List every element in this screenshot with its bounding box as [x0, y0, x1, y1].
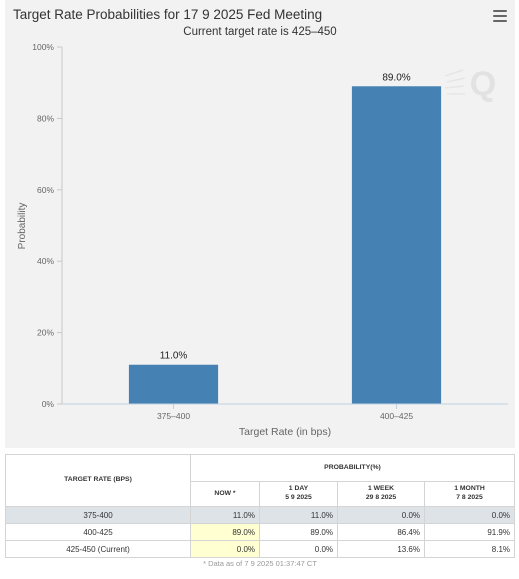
column-header-line1: 1 WEEK: [367, 485, 395, 493]
value-cell: 11.0%: [259, 506, 338, 524]
value-cell: 0.0%: [424, 506, 515, 524]
hamburger-menu-icon[interactable]: [493, 10, 507, 22]
probability-header: PROBABILITY(%): [190, 454, 515, 482]
value-cell: 89.0%: [259, 523, 338, 541]
bar-1: [128, 364, 219, 404]
y-tick-label: 100%: [32, 42, 54, 52]
x-axis-label: Target Rate (in bps): [239, 426, 331, 438]
table-row: 425-450 (Current) 0.0% 0.0% 13.6% 8.1%: [5, 540, 515, 558]
y-tick-label: 20%: [37, 328, 54, 338]
column-header-line1: NOW *: [214, 489, 236, 497]
x-tick-label: 375–400: [157, 411, 190, 421]
rate-cell: 400-425: [5, 523, 191, 541]
data-timestamp-footnote: * Data as of 7 9 2025 01:37:47 CT: [203, 559, 317, 568]
column-header-line2: 5 9 2025: [285, 494, 312, 501]
bar-chart: Q 0% 20% 40% 60% 80% 100% 11.0% 89.0% 375–400 4…: [17, 42, 508, 438]
column-header-line2: 29 8 2025: [365, 494, 397, 501]
value-cell: 86.4%: [337, 523, 425, 541]
x-tick-label: 400–425: [380, 411, 413, 421]
table-row: 400-425 89.0% 89.0% 86.4% 91.9%: [5, 523, 515, 541]
bar-data-label: 11.0%: [160, 351, 188, 362]
rate-cell: 425-450 (Current): [5, 540, 191, 558]
y-tick-label: 0%: [42, 399, 55, 409]
y-tick-label: 40%: [37, 256, 54, 266]
bar-data-label: 89.0%: [382, 72, 410, 83]
column-header-1-week[interactable]: 1 WEEK 29 8 2025: [337, 481, 425, 507]
y-tick-label: 60%: [37, 185, 54, 195]
value-cell: 89.0%: [190, 523, 260, 541]
target-rate-header: TARGET RATE (BPS): [5, 454, 191, 507]
y-axis-label: Probability: [17, 203, 28, 250]
column-header-now[interactable]: NOW *: [190, 481, 260, 507]
column-header-1-month[interactable]: 1 MONTH 7 8 2025: [424, 481, 515, 507]
value-cell: 8.1%: [424, 540, 515, 558]
column-header-1-day[interactable]: 1 DAY 5 9 2025: [259, 481, 338, 507]
table-row: 375-400 11.0% 11.0% 0.0% 0.0%: [5, 506, 515, 524]
value-cell: 91.9%: [424, 523, 515, 541]
chart-subtitle: Current target rate is 425–450: [183, 26, 337, 38]
chart-panel: Q 0% 20% 40% 60% 80% 100% 11.0% 89.0% 375–400 4…: [5, 0, 515, 448]
q-logo-icon: Q: [444, 65, 496, 103]
column-header-line1: 1 MONTH: [454, 485, 485, 493]
value-cell: 13.6%: [337, 540, 425, 558]
watermark-text: Q: [470, 65, 496, 103]
rate-cell: 375-400: [5, 506, 191, 524]
value-cell: 0.0%: [259, 540, 338, 558]
column-header-line1: 1 DAY: [288, 485, 309, 493]
probability-table: TARGET RATE (BPS) PROBABILITY(%) NOW * 1…: [5, 454, 515, 558]
value-cell: 11.0%: [190, 506, 260, 524]
y-tick-label: 80%: [37, 113, 54, 123]
chart-title: Target Rate Probabilities for 17 9 2025 …: [13, 7, 323, 22]
column-header-line2: 7 8 2025: [456, 494, 483, 501]
bar-2: [351, 86, 442, 405]
value-cell: 0.0%: [337, 506, 425, 524]
value-cell: 0.0%: [190, 540, 260, 558]
